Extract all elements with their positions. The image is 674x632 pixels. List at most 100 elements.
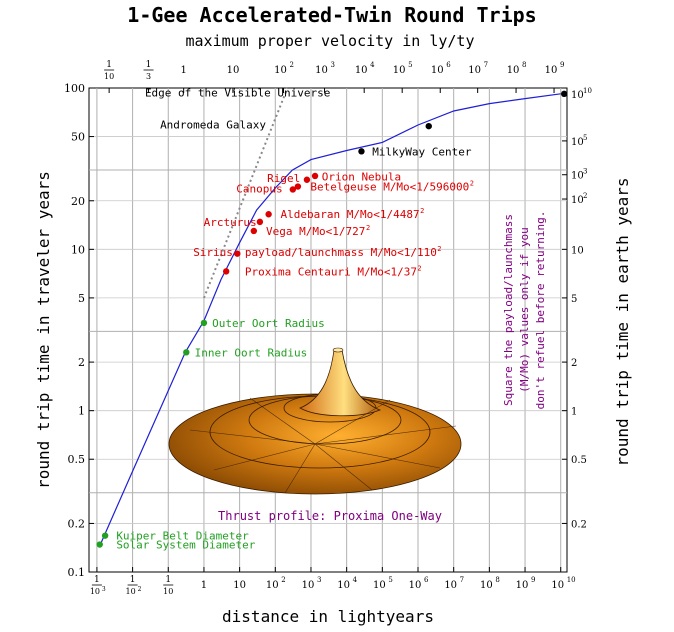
point-label-7: Aldebaran M/Mo<1/4487: [281, 208, 420, 221]
top_ticks-exp-6: 3: [331, 61, 335, 69]
y-axis-label-left: round trip time in traveler years: [34, 171, 53, 489]
top_ticks-den-1: 10: [104, 72, 114, 81]
bottom_ticks-exp-13: 10: [567, 576, 576, 584]
data-point-labels: Edge of the Visible Universe Andromeda Ga…: [116, 87, 474, 552]
left-tick-label-3: 1: [78, 405, 85, 418]
bottom_ticks-label-11: 10: [480, 580, 493, 591]
point-label-4: Rigel: [267, 172, 300, 185]
left-tick-label-5: 5: [78, 292, 85, 305]
bottom_ticks-exp-11: 8: [495, 576, 499, 584]
right-tick-label-0: 0.2: [571, 519, 587, 530]
top_ticks-label-5: 10: [274, 65, 287, 76]
top_ticks-label-3: 1: [180, 65, 186, 76]
point-label-13: Outer Oort Radius: [212, 317, 325, 330]
bottom_ticks-den-0: 10: [90, 587, 100, 596]
point-marker-12: [222, 268, 230, 275]
point-label-exp-6: 2: [470, 180, 474, 188]
grid-lines: [89, 88, 567, 572]
bottom_ticks-num-0: 1: [94, 575, 100, 585]
right-tick-label-5: 10: [571, 245, 584, 256]
left-tick-label-7: 20: [71, 195, 85, 208]
point-marker-3: [311, 172, 319, 180]
bottom_ticks-exp-7: 4: [353, 576, 358, 584]
right-tick-label-8: 10: [571, 137, 584, 148]
point-label-2: MilkyWay Center: [372, 145, 472, 158]
top_ticks-label-6: 10: [315, 65, 328, 76]
bottom_ticks-num-1: 1: [130, 575, 136, 585]
bottom_ticks-exp-6: 3: [317, 576, 321, 584]
left-tick-label-6: 10: [71, 243, 85, 256]
right-tick-exp-9: 10: [583, 87, 592, 95]
chart-title: 1-Gee Accelerated-Twin Round Trips: [127, 3, 536, 27]
point-label-6: Betelgeuse M/Mo<1/596000: [310, 181, 469, 194]
top_ticks-exp-12: 9: [560, 61, 564, 69]
left-axis-ticks: 0.1 0.2 0.5 1 2 5 10 20 50 100: [64, 82, 94, 579]
top_ticks-exp-11: 8: [522, 61, 526, 69]
refuel-note-line-3: don't refuel before returning.: [534, 211, 547, 410]
bottom_ticks-den-1: 10: [125, 587, 135, 596]
bottom_ticks-exp-9: 6: [424, 576, 429, 584]
round-trip-curve: [99, 93, 561, 547]
left-tick-label-9: 100: [64, 82, 85, 95]
data-points: [96, 90, 568, 548]
top_ticks-label-8: 10: [393, 65, 406, 76]
bottom_ticks-exp-5: 2: [281, 576, 285, 584]
point-marker-5: [289, 186, 297, 193]
x-axis-label: distance in lightyears: [222, 607, 434, 626]
refuel-note-line-1: Square the payload/launchmass: [502, 214, 515, 406]
top_ticks-exp-5: 2: [290, 61, 294, 69]
point-marker-8: [256, 218, 264, 226]
point-label-12: Proxima Centauri M/Mo<1/37: [245, 265, 417, 278]
right-tick-exp-7: 3: [583, 168, 587, 176]
right-tick-label-1: 0.5: [571, 455, 587, 466]
point-marker-0: [560, 90, 568, 98]
point-label-1: Andromeda Galaxy: [160, 118, 266, 131]
point-label-8: Arcturus: [204, 216, 257, 229]
right-tick-label-7: 10: [571, 171, 584, 182]
point-label-5: Canopus: [236, 183, 282, 196]
right-tick-exp-8: 5: [583, 134, 587, 142]
point-label-11: payload/launchmass M/Mo<1/110: [245, 246, 437, 259]
point-label-3: Orion Nebula: [322, 171, 401, 184]
point-label-0: Edge of the Visible Universe: [145, 87, 330, 100]
bottom_ticks-den-exp-1: 2: [138, 586, 142, 593]
right-tick-label-4: 5: [571, 294, 577, 305]
bottom_ticks-label-12: 10: [516, 580, 529, 591]
point-label-exp-7: 2: [420, 207, 424, 215]
inset-caption: Thrust profile: Proxima One-Way: [218, 509, 442, 523]
left-tick-label-0: 0.1: [68, 566, 86, 579]
top_ticks-label-9: 10: [431, 65, 444, 76]
bottom_ticks-label-6: 10: [302, 580, 315, 591]
bottom_ticks-den-2: 10: [163, 587, 173, 596]
top_ticks-exp-9: 6: [446, 61, 451, 69]
top_ticks-num-1: 1: [106, 60, 112, 70]
left-tick-label-4: 2: [78, 356, 85, 369]
point-marker-6: [294, 183, 302, 190]
point-marker-2: [358, 148, 365, 155]
right-tick-label-9: 10: [571, 90, 584, 101]
chart-subtitle: maximum proper velocity in ly/ty: [186, 32, 475, 50]
top_ticks-label-10: 10: [468, 65, 481, 76]
bottom_ticks-num-2: 1: [165, 575, 171, 585]
plot-frame: [88, 87, 568, 573]
bottom_ticks-label-10: 10: [444, 580, 457, 591]
point-marker-10: [234, 250, 241, 257]
top_ticks-exp-7: 4: [370, 61, 375, 69]
top_ticks-label-4: 10: [227, 65, 240, 76]
top_ticks-exp-8: 5: [408, 61, 412, 69]
point-label-14: Inner Oort Radius: [195, 346, 308, 359]
bottom_ticks-exp-8: 5: [388, 576, 392, 584]
refuel-note: Square the payload/launchmass (M/Mo) val…: [502, 211, 547, 410]
thrust-profile-inset: [168, 347, 462, 495]
point-label-10: Sirius: [193, 246, 233, 259]
point-label-9: Vega M/Mo<1/727: [266, 225, 365, 238]
point-marker-13: [200, 319, 208, 327]
point-marker-9: [250, 227, 258, 235]
top_ticks-den-2: 3: [146, 72, 151, 81]
left-tick-label-1: 0.2: [68, 517, 86, 530]
point-label-exp-12: 2: [417, 264, 421, 272]
refuel-note-line-2: (M/Mo) values only if you: [518, 227, 531, 393]
point-marker-1: [425, 122, 432, 130]
